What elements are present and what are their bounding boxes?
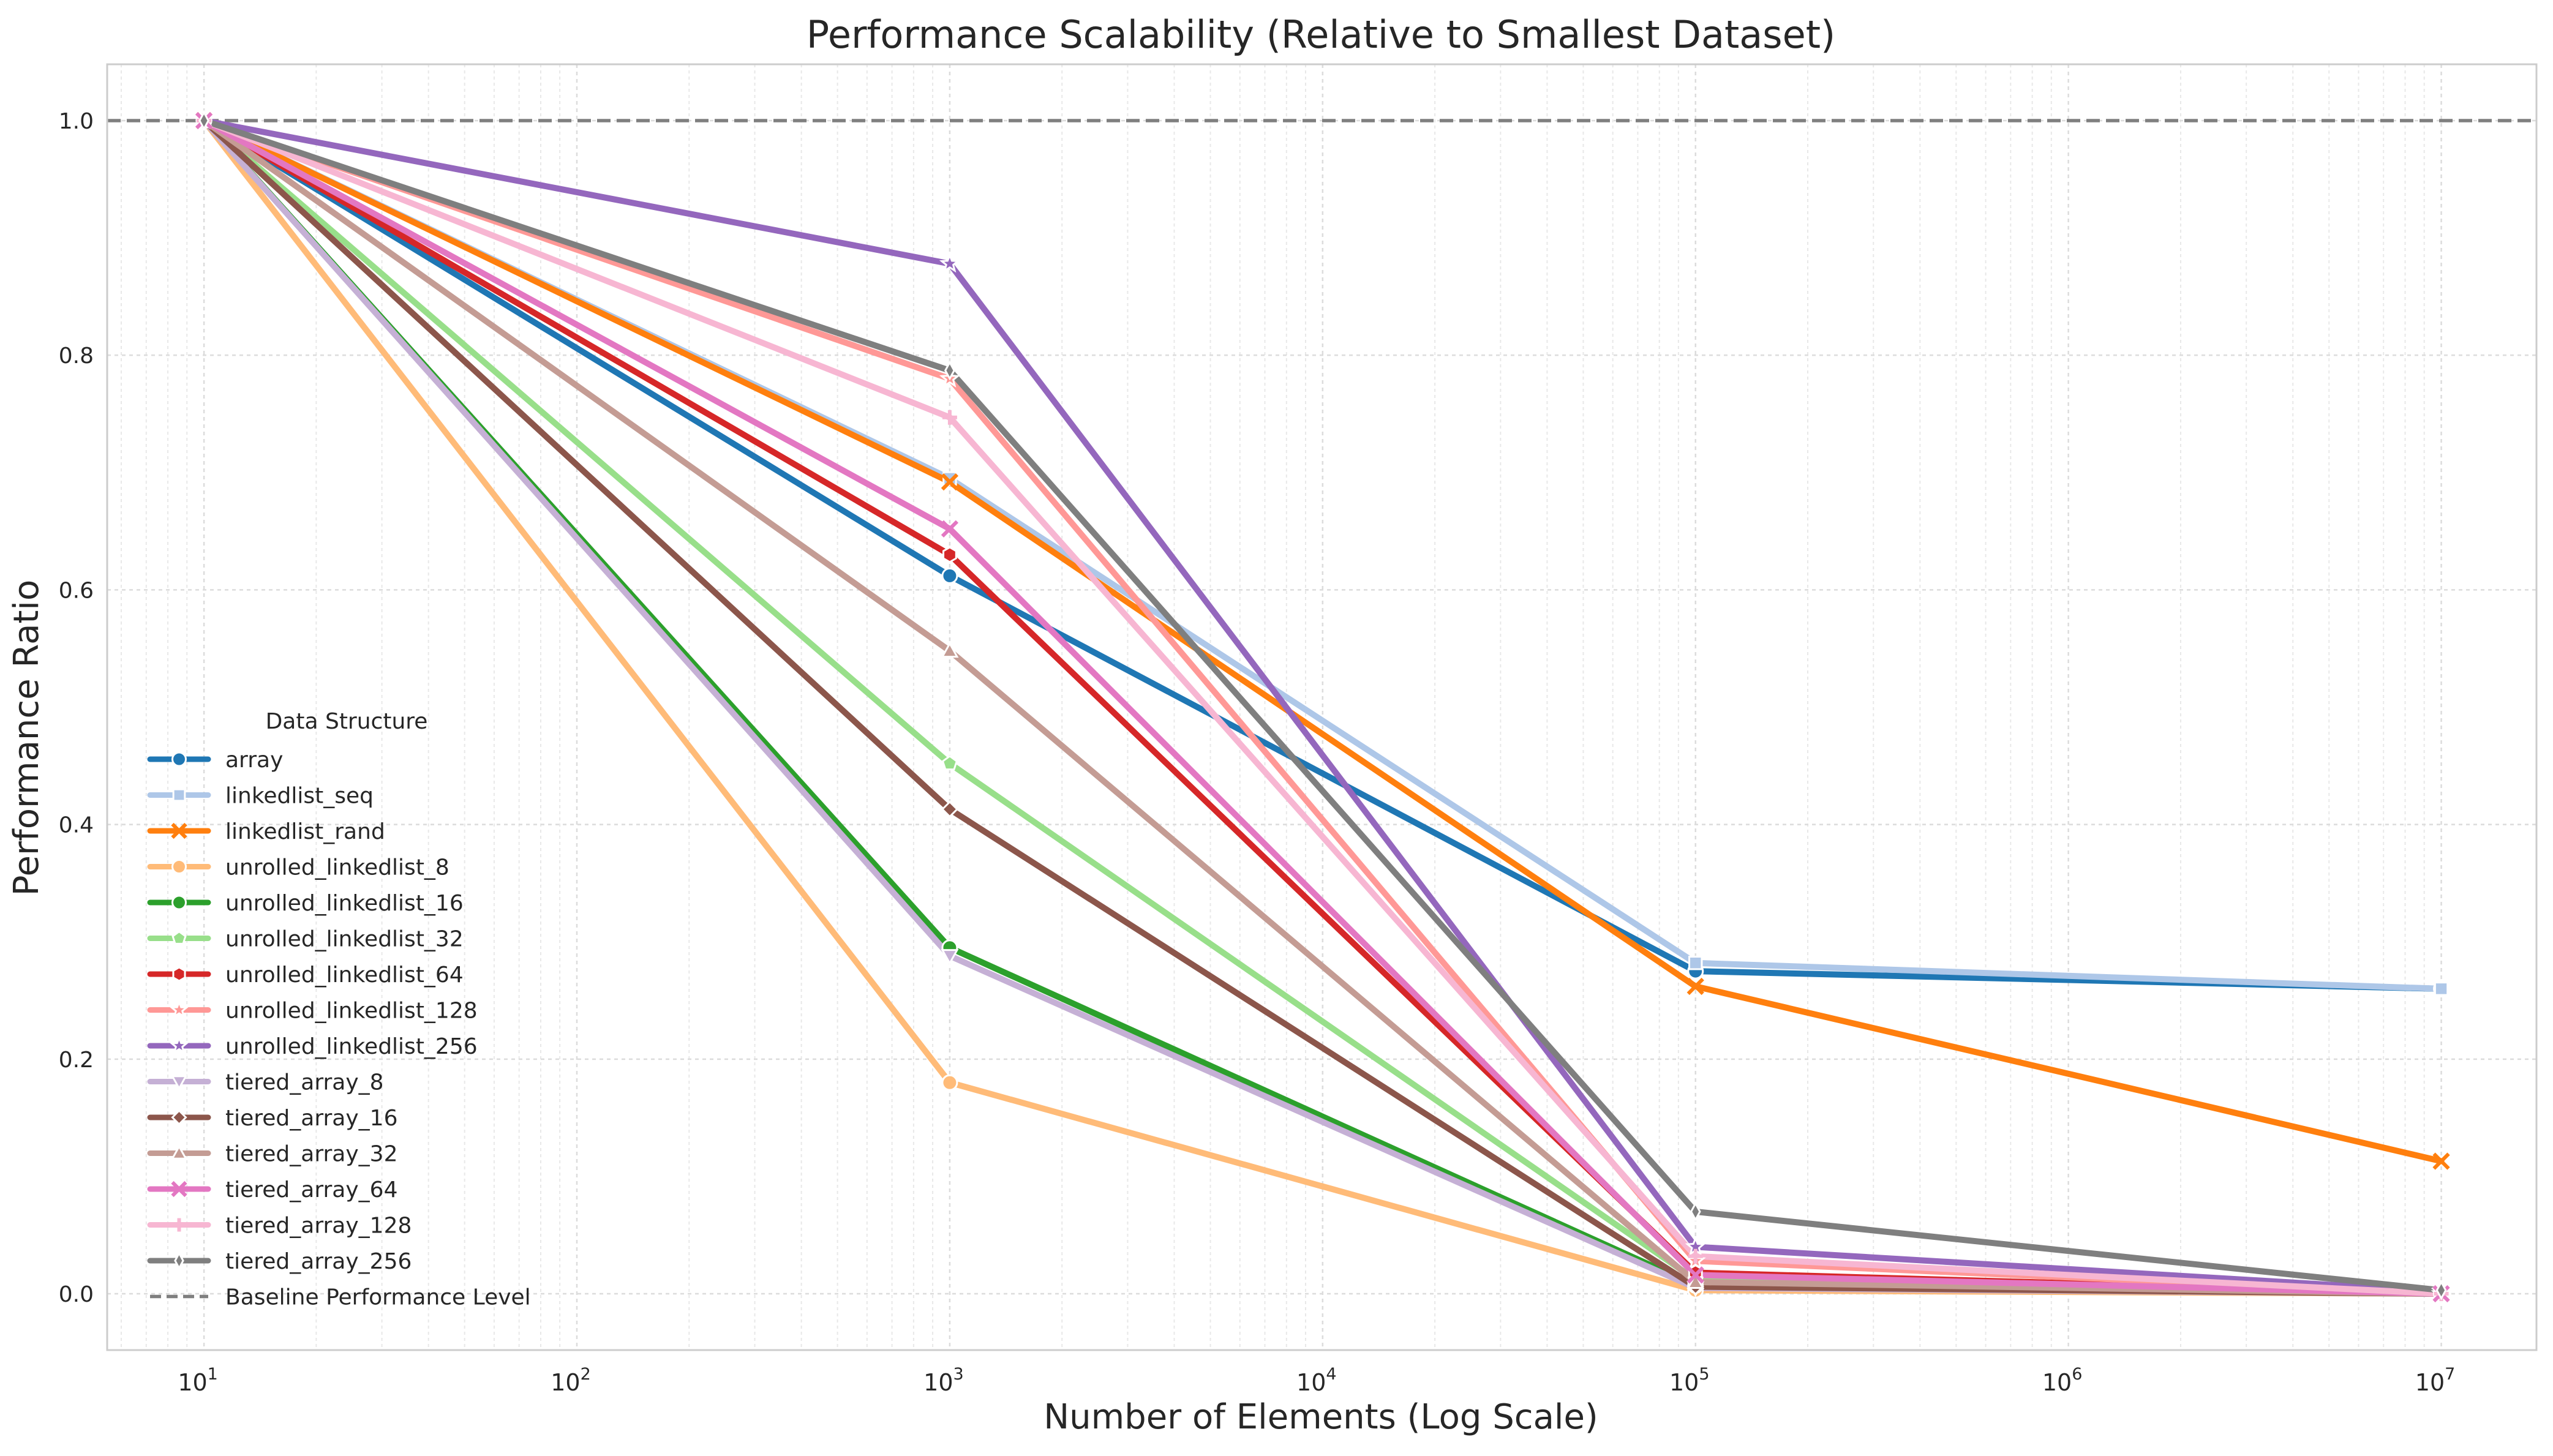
marker-circle (941, 567, 958, 584)
marker-plus (172, 1218, 186, 1232)
marker-square (1688, 956, 1703, 970)
marker-x (171, 822, 187, 839)
legend: Data Structure array linkedlist_seqlinkedl… (147, 709, 531, 1310)
legend-label: tiered_array_128 (225, 1214, 412, 1239)
series-line-tiered_array_128 (201, 118, 2445, 1297)
marker-star (939, 252, 960, 273)
legend-label: tiered_array_64 (225, 1177, 397, 1203)
marker-x (1686, 977, 1704, 996)
marker-pentagon (941, 755, 958, 771)
y-tick-label: 0.8 (59, 343, 94, 369)
legend-label: tiered_array_16 (225, 1106, 397, 1131)
legend-label: Baseline Performance Level (225, 1285, 531, 1310)
marker-x (171, 1180, 187, 1198)
marker-x (2432, 1152, 2450, 1170)
marker-hexagon (942, 546, 957, 563)
marker-triangle-up (170, 1144, 188, 1160)
marker-square (2434, 981, 2449, 996)
marker-circle (171, 751, 187, 767)
series-line-tiered_array_32 (201, 118, 2445, 1297)
marker-star (169, 1035, 189, 1054)
legend-label: unrolled_linkedlist_16 (225, 891, 464, 916)
legend-label: linkedlist_rand (225, 819, 385, 844)
marker-plus (942, 410, 957, 425)
legend-label: linkedlist_seq (225, 784, 374, 809)
series-line-tiered_array_64 (201, 118, 2445, 1297)
marker-thin-diamond (174, 1251, 184, 1270)
legend-label: unrolled_linkedlist_256 (225, 1034, 478, 1059)
marker-star (169, 999, 189, 1019)
legend-label: tiered_array_32 (225, 1142, 397, 1167)
marker-circle (171, 895, 187, 910)
legend-title: Data Structure (266, 709, 428, 734)
series-line-unrolled_linkedlist_256 (201, 118, 2445, 1295)
y-tick-label: 0.2 (59, 1048, 94, 1073)
legend-label: tiered_array_256 (225, 1249, 412, 1274)
marker-diamond (171, 1109, 187, 1126)
legend-label: unrolled_linkedlist_128 (225, 999, 478, 1024)
marker-plus (1688, 1248, 1703, 1264)
plot-frame (106, 63, 2538, 1351)
y-tick-label: 0.0 (59, 1282, 94, 1307)
marker-triangle-up (941, 641, 959, 658)
marker-thin-diamond (944, 360, 955, 381)
y-tick-label: 1.0 (59, 109, 94, 134)
series-layer (201, 118, 2445, 1297)
x-axis-label: Number of Elements (Log Scale) (1043, 1397, 1598, 1437)
marker-triangle-down (941, 949, 959, 966)
chart-title: Performance Scalability (Relative to Sma… (807, 12, 1836, 57)
legend-label: tiered_array_8 (225, 1070, 384, 1095)
legend-label: unrolled_linkedlist_32 (225, 927, 464, 952)
marker-circle (941, 1074, 958, 1091)
legend-label: unrolled_linkedlist_8 (225, 855, 449, 880)
marker-layer (194, 110, 2452, 1304)
y-tick-label: 0.4 (59, 813, 94, 838)
marker-circle (171, 859, 187, 874)
series-line-array (201, 118, 2445, 992)
marker-square (172, 788, 186, 802)
marker-diamond (941, 800, 959, 818)
marker-triangle-down (170, 1075, 188, 1090)
marker-square (942, 471, 957, 486)
y-tick-label: 0.6 (59, 578, 94, 603)
marker-thin-diamond (198, 110, 210, 131)
y-axis-label: Performance Ratio (7, 580, 47, 896)
series-line-linkedlist_rand (201, 118, 2445, 1165)
marker-triangle-up (1686, 1272, 1705, 1289)
series-line-tiered_array_256 (201, 118, 2445, 1294)
marker-pentagon (171, 930, 187, 945)
marker-x (941, 520, 959, 538)
legend-label: unrolled_linkedlist_64 (225, 963, 464, 988)
marker-x (941, 473, 959, 491)
marker-thin-diamond (2435, 1280, 2447, 1300)
marker-thin-diamond (1690, 1201, 1701, 1222)
marker-x (1686, 1266, 1704, 1284)
marker-hexagon (172, 966, 186, 982)
legend-label: array (225, 748, 283, 773)
